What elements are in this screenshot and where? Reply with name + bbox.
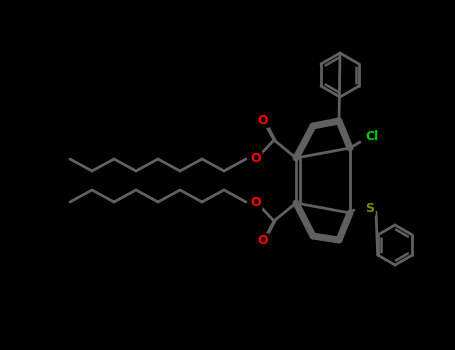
Text: O: O: [251, 196, 261, 209]
Text: S: S: [365, 202, 374, 215]
Text: Cl: Cl: [365, 131, 379, 144]
Text: O: O: [258, 234, 268, 247]
Text: O: O: [258, 113, 268, 126]
Text: O: O: [251, 153, 261, 166]
